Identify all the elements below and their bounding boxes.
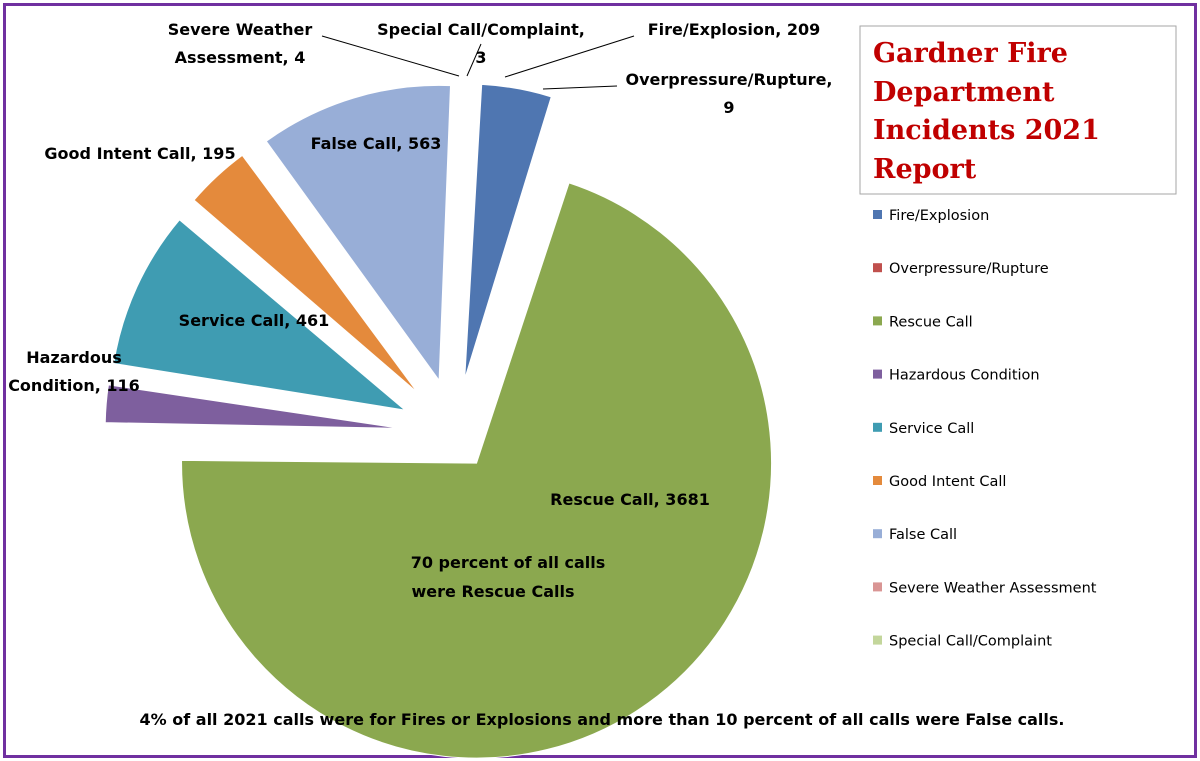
chart-title-line-3: Incidents 2021 — [873, 115, 1100, 146]
legend: Fire/Explosion Overpressure/Rupture Rescue… — [873, 208, 1097, 650]
legend-label-overpressure-rupture: Overpressure/Rupture — [889, 261, 1049, 277]
slice-label-special-call-complaint: Special Call/Complaint, — [377, 20, 585, 39]
legend-label-special-call-complaint: Special Call/Complaint — [889, 634, 1052, 650]
slice-label-false-call: False Call, 563 — [311, 134, 442, 153]
annotation-line-2: were Rescue Calls — [412, 582, 575, 601]
legend-swatch-rescue-call — [873, 316, 882, 326]
chart-title-line-4: Report — [873, 154, 977, 185]
chart-title-line-1: Gardner Fire — [873, 38, 1068, 69]
slice-label-severe-weather-assessment: Assessment, 4 — [175, 48, 306, 67]
pie-slice-hazardous-condition — [104, 384, 401, 429]
pie-slice-overpressure-rupture — [471, 98, 563, 381]
legend-swatch-false-call — [873, 529, 882, 539]
slice-label-service-call: Service Call, 461 — [179, 311, 330, 330]
slice-labels: Fire/Explosion, 209 Overpressure/Rupture,… — [8, 20, 832, 509]
slice-label-overpressure-rupture: Overpressure/Rupture, — [625, 70, 832, 89]
pie-slice-rescue-call — [181, 182, 773, 759]
legend-label-hazardous-condition: Hazardous Condition — [889, 368, 1040, 384]
legend-label-service-call: Service Call — [889, 421, 974, 437]
pie-slice-good-intent-call — [193, 154, 418, 394]
slice-label-special-call-complaint: 3 — [475, 48, 486, 67]
legend-label-severe-weather-assessment: Severe Weather Assessment — [889, 580, 1097, 596]
pie-slice-fire-explosion — [464, 83, 552, 380]
slice-label-rescue-call: Rescue Call, 3681 — [550, 490, 710, 509]
legend-swatch-special-call-complaint — [873, 635, 882, 645]
pie-slice-false-call — [265, 84, 452, 382]
footnote: 4% of all 2021 calls were for Fires or E… — [140, 710, 1065, 729]
annotation-line-1: 70 percent of all calls — [411, 553, 606, 572]
legend-label-false-call: False Call — [889, 527, 957, 543]
chart-title-line-2: Department — [873, 77, 1055, 108]
leader-line-fire-explosion — [504, 35, 635, 78]
slice-label-fire-explosion: Fire/Explosion, 209 — [648, 20, 821, 39]
legend-swatch-service-call — [873, 422, 882, 432]
legend-swatch-hazardous-condition — [873, 369, 882, 379]
pie-slice-service-call — [113, 219, 407, 411]
legend-label-fire-explosion: Fire/Explosion — [889, 208, 989, 224]
slice-label-hazardous-condition: Hazardous — [26, 348, 122, 367]
legend-swatch-good-intent-call — [873, 476, 882, 485]
chart-title-box: Gardner Fire Department Incidents 2021 R… — [859, 25, 1177, 195]
legend-label-rescue-call: Rescue Call — [889, 314, 973, 330]
pie-slice-severe-weather-assessment — [457, 82, 473, 379]
slice-label-overpressure-rupture: 9 — [723, 98, 734, 117]
legend-swatch-severe-weather-assessment — [873, 582, 882, 592]
legend-label-good-intent-call: Good Intent Call — [889, 474, 1006, 490]
annotation: 70 percent of all calls were Rescue Call… — [411, 553, 606, 601]
leader-line-overpressure-rupture — [542, 85, 618, 90]
slice-label-good-intent-call: Good Intent Call, 195 — [44, 144, 235, 163]
label-leader-lines — [321, 35, 635, 90]
legend-swatch-overpressure-rupture — [873, 263, 882, 273]
slice-label-hazardous-condition: Condition, 116 — [8, 376, 140, 395]
legend-swatch-fire-explosion — [873, 210, 882, 219]
title-box-border — [859, 25, 1177, 195]
leader-line-severe-weather-assessment — [321, 35, 460, 77]
pie-slice-special-call-complaint — [457, 82, 475, 379]
pie-slices — [104, 82, 773, 759]
slice-label-severe-weather-assessment: Severe Weather — [168, 20, 313, 39]
leader-line-special-call-complaint — [466, 43, 482, 77]
